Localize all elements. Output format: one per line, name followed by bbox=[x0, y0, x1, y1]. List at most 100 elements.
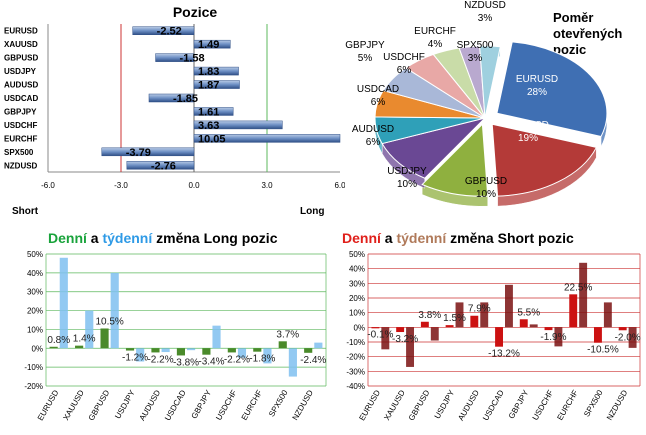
pie-slice bbox=[491, 123, 598, 197]
daily-bar bbox=[396, 327, 405, 333]
pie-label: EURUSD bbox=[516, 74, 558, 85]
category-label: SPX500 bbox=[582, 388, 605, 418]
x-tick-label: -6.0 bbox=[41, 181, 55, 190]
chart-title: Denní a týdenní změna Short pozic bbox=[342, 230, 574, 246]
pie-value-label: 5% bbox=[358, 53, 373, 64]
pie-label: USDJPY bbox=[387, 166, 427, 177]
category-label: GBPJPY bbox=[507, 388, 531, 420]
daily-bar bbox=[470, 315, 479, 328]
x-tick-label: 6.0 bbox=[334, 181, 345, 190]
category-label: XAUUSD bbox=[382, 388, 407, 422]
weekly-bar bbox=[237, 348, 247, 358]
long-change-chart-svg: Denní a týdenní změna Long pozic -20% -10%… bbox=[24, 230, 326, 422]
category-label: AUDUSD bbox=[138, 388, 163, 422]
daily-bar bbox=[519, 319, 528, 328]
weekly-bar bbox=[161, 348, 170, 353]
weekly-bar bbox=[406, 327, 415, 367]
pie-value-label: 6% bbox=[397, 65, 412, 76]
chart-title-line: otevřených bbox=[553, 26, 622, 41]
weekly-bar bbox=[136, 348, 145, 362]
pie-label: GBPJPY bbox=[345, 40, 385, 51]
category-label: EURCHF bbox=[240, 388, 265, 421]
pie-label: GBPUSD bbox=[465, 176, 507, 187]
category-label: USDCAD bbox=[4, 94, 38, 103]
weekly-bar bbox=[554, 327, 563, 347]
value-label: -1.85 bbox=[173, 93, 198, 105]
chart-title: Pozice bbox=[173, 4, 218, 20]
y-tick-label: -10% bbox=[346, 338, 365, 347]
pie-label: USDCHF bbox=[383, 52, 425, 63]
value-label: 1.87 bbox=[198, 80, 219, 92]
data-label: 22.5% bbox=[564, 282, 592, 293]
value-label: 1.49 bbox=[198, 39, 219, 51]
category-label: EURUSD bbox=[4, 27, 38, 36]
weekly-bar bbox=[579, 262, 588, 328]
category-label: NZDUSD bbox=[4, 161, 38, 170]
pie-label: EURCHF bbox=[414, 26, 456, 37]
pomer-chart: Poměr otevřených pozic EURUSD 28% XAUUSD 19% GB… bbox=[345, 0, 646, 225]
chart-title-part: týdenní bbox=[396, 230, 447, 246]
y-tick-label: 20% bbox=[27, 307, 43, 316]
pie-slice bbox=[479, 45, 501, 119]
y-tick-label: 0% bbox=[353, 323, 365, 332]
y-tick-label: 20% bbox=[349, 294, 365, 303]
y-tick-label: -20% bbox=[24, 382, 43, 391]
category-label: SPX500 bbox=[267, 388, 290, 418]
category-label: NZDUSD bbox=[605, 388, 630, 422]
category-label: GBPUSD bbox=[87, 388, 112, 422]
daily-bar bbox=[253, 348, 262, 352]
y-tick-label: -30% bbox=[346, 367, 365, 376]
pie-value-label: 10% bbox=[476, 189, 496, 200]
daily-bar bbox=[371, 327, 380, 329]
pie-label: USDCAD bbox=[357, 84, 399, 95]
position-bar bbox=[101, 147, 195, 157]
data-label: -2.2% bbox=[224, 354, 250, 365]
value-label: 10.05 bbox=[198, 133, 226, 145]
weekly-bar bbox=[381, 327, 390, 350]
pie-value-label: 6% bbox=[371, 97, 386, 108]
chart-title-part: a bbox=[381, 230, 397, 246]
position-bar bbox=[193, 107, 234, 116]
chart-title-line: pozic bbox=[553, 42, 586, 57]
weekly-bar bbox=[187, 348, 196, 351]
data-label: -1.2% bbox=[122, 353, 148, 364]
data-label: 7.9% bbox=[468, 304, 491, 315]
position-bar bbox=[193, 134, 341, 143]
y-tick-label: 10% bbox=[349, 309, 365, 318]
daily-bar bbox=[278, 341, 287, 349]
y-tick-label: 40% bbox=[27, 269, 43, 278]
weekly-bar bbox=[288, 348, 297, 377]
position-bar bbox=[155, 53, 195, 62]
data-label: -1.9% bbox=[540, 332, 566, 343]
data-label: -13.2% bbox=[488, 349, 520, 360]
pie-slice bbox=[496, 41, 608, 138]
pie-value-label: 3% bbox=[468, 53, 483, 64]
category-label: GBPJPY bbox=[4, 107, 37, 116]
data-label: 3.8% bbox=[418, 310, 441, 321]
category-label: EURCHF bbox=[4, 134, 37, 143]
pie-value-label: 6% bbox=[366, 137, 381, 148]
category-label: USDCHF bbox=[214, 388, 239, 421]
daily-bar bbox=[202, 348, 211, 355]
daily-bar bbox=[75, 345, 84, 349]
category-label: AUDUSD bbox=[4, 81, 38, 90]
daily-bar bbox=[176, 348, 185, 356]
pie-slice bbox=[421, 123, 489, 197]
category-label: EURUSD bbox=[36, 388, 61, 422]
daily-bar bbox=[420, 321, 429, 328]
chart-title-part: a bbox=[87, 230, 103, 246]
chart-title-part: změna Short pozic bbox=[446, 230, 574, 246]
value-label: -3.79 bbox=[126, 147, 151, 159]
pie-value-label: 3% bbox=[478, 13, 493, 24]
y-tick-label: 30% bbox=[349, 279, 365, 288]
category-label: USDJPY bbox=[113, 388, 137, 420]
daily-bar bbox=[125, 348, 135, 351]
weekly-bar bbox=[110, 272, 119, 349]
position-bar bbox=[126, 161, 195, 170]
chart-title-part: Denní bbox=[342, 230, 382, 246]
category-label: GBPUSD bbox=[407, 388, 432, 422]
category-label: AUDUSD bbox=[456, 388, 481, 422]
data-label: -3.8% bbox=[173, 357, 199, 368]
daily-bar bbox=[569, 294, 578, 328]
